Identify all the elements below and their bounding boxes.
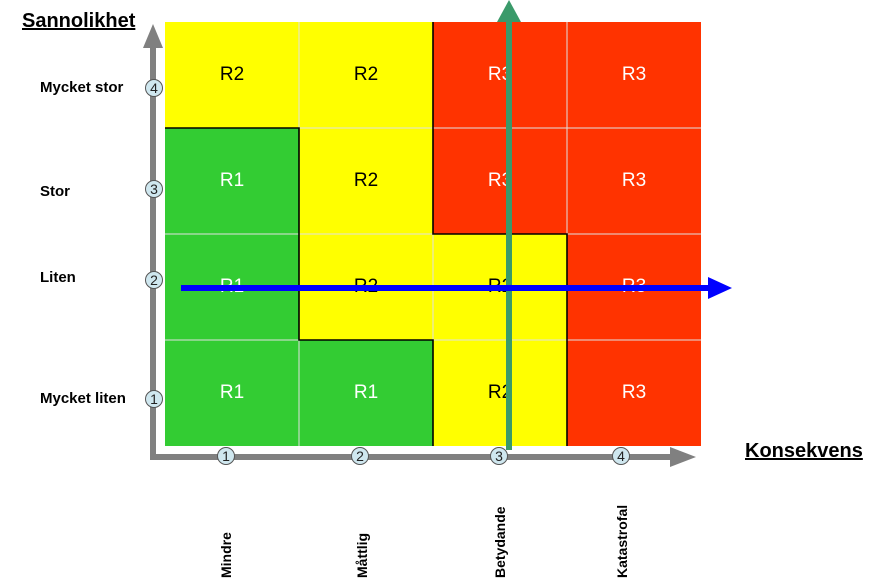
y-number-badge: 2 — [145, 271, 163, 289]
cell-label: R3 — [621, 382, 647, 403]
cell-label: R2 — [219, 64, 245, 85]
matrix-cell: R2 — [433, 340, 567, 446]
y-number-badge: 1 — [145, 390, 163, 408]
x-label-betydande: Betydande — [492, 506, 508, 578]
x-number-badge: 1 — [217, 447, 235, 465]
y-label-mycket-stor: Mycket stor — [40, 79, 124, 96]
matrix-cell: R1 — [299, 340, 433, 446]
cell-label: R1 — [219, 382, 245, 403]
x-label-mattlig: Måttlig — [354, 532, 370, 578]
y-number-badge: 3 — [145, 180, 163, 198]
x-label-mindre: Mindre — [218, 532, 234, 578]
y-label-mycket-liten: Mycket liten — [40, 390, 126, 407]
horizontal-arrow — [181, 277, 732, 299]
y-label-liten: Liten — [40, 269, 76, 286]
x-axis-title: Konsekvens — [745, 440, 863, 462]
matrix-cell: R2 — [299, 22, 433, 128]
y-axis-title: Sannolikhet — [22, 10, 136, 32]
y-number-badge: 4 — [145, 79, 163, 97]
cell-label: R2 — [353, 170, 379, 191]
matrix-cell: R1 — [165, 128, 299, 234]
cell-label: R3 — [621, 170, 647, 191]
x-number-badge: 3 — [490, 447, 508, 465]
matrix-cell: R1 — [165, 340, 299, 446]
red-zone-border — [432, 22, 568, 446]
matrix-cell: R3 — [433, 22, 567, 128]
cell-label: R1 — [219, 170, 245, 191]
matrix-cell: R3 — [567, 22, 701, 128]
x-label-katastrofal: Katastrofal — [614, 504, 630, 578]
x-number-badge: 4 — [612, 447, 630, 465]
y-label-stor: Stor — [40, 183, 70, 200]
risk-matrix: R2 R2 R3 R3 R1 R2 R3 R3 R1 R2 R2 R3 R1 R… — [165, 22, 701, 446]
vertical-arrow — [497, 0, 521, 450]
matrix-cell: R2 — [299, 128, 433, 234]
cell-label: R1 — [353, 382, 379, 403]
matrix-cell: R3 — [433, 128, 567, 234]
matrix-cell: R3 — [567, 128, 701, 234]
cell-label: R3 — [621, 64, 647, 85]
x-axis-arrow — [150, 447, 696, 467]
matrix-cell: R2 — [165, 22, 299, 128]
cell-label: R2 — [353, 64, 379, 85]
matrix-cell: R3 — [567, 340, 701, 446]
x-number-badge: 2 — [351, 447, 369, 465]
green-zone-border — [165, 127, 434, 446]
